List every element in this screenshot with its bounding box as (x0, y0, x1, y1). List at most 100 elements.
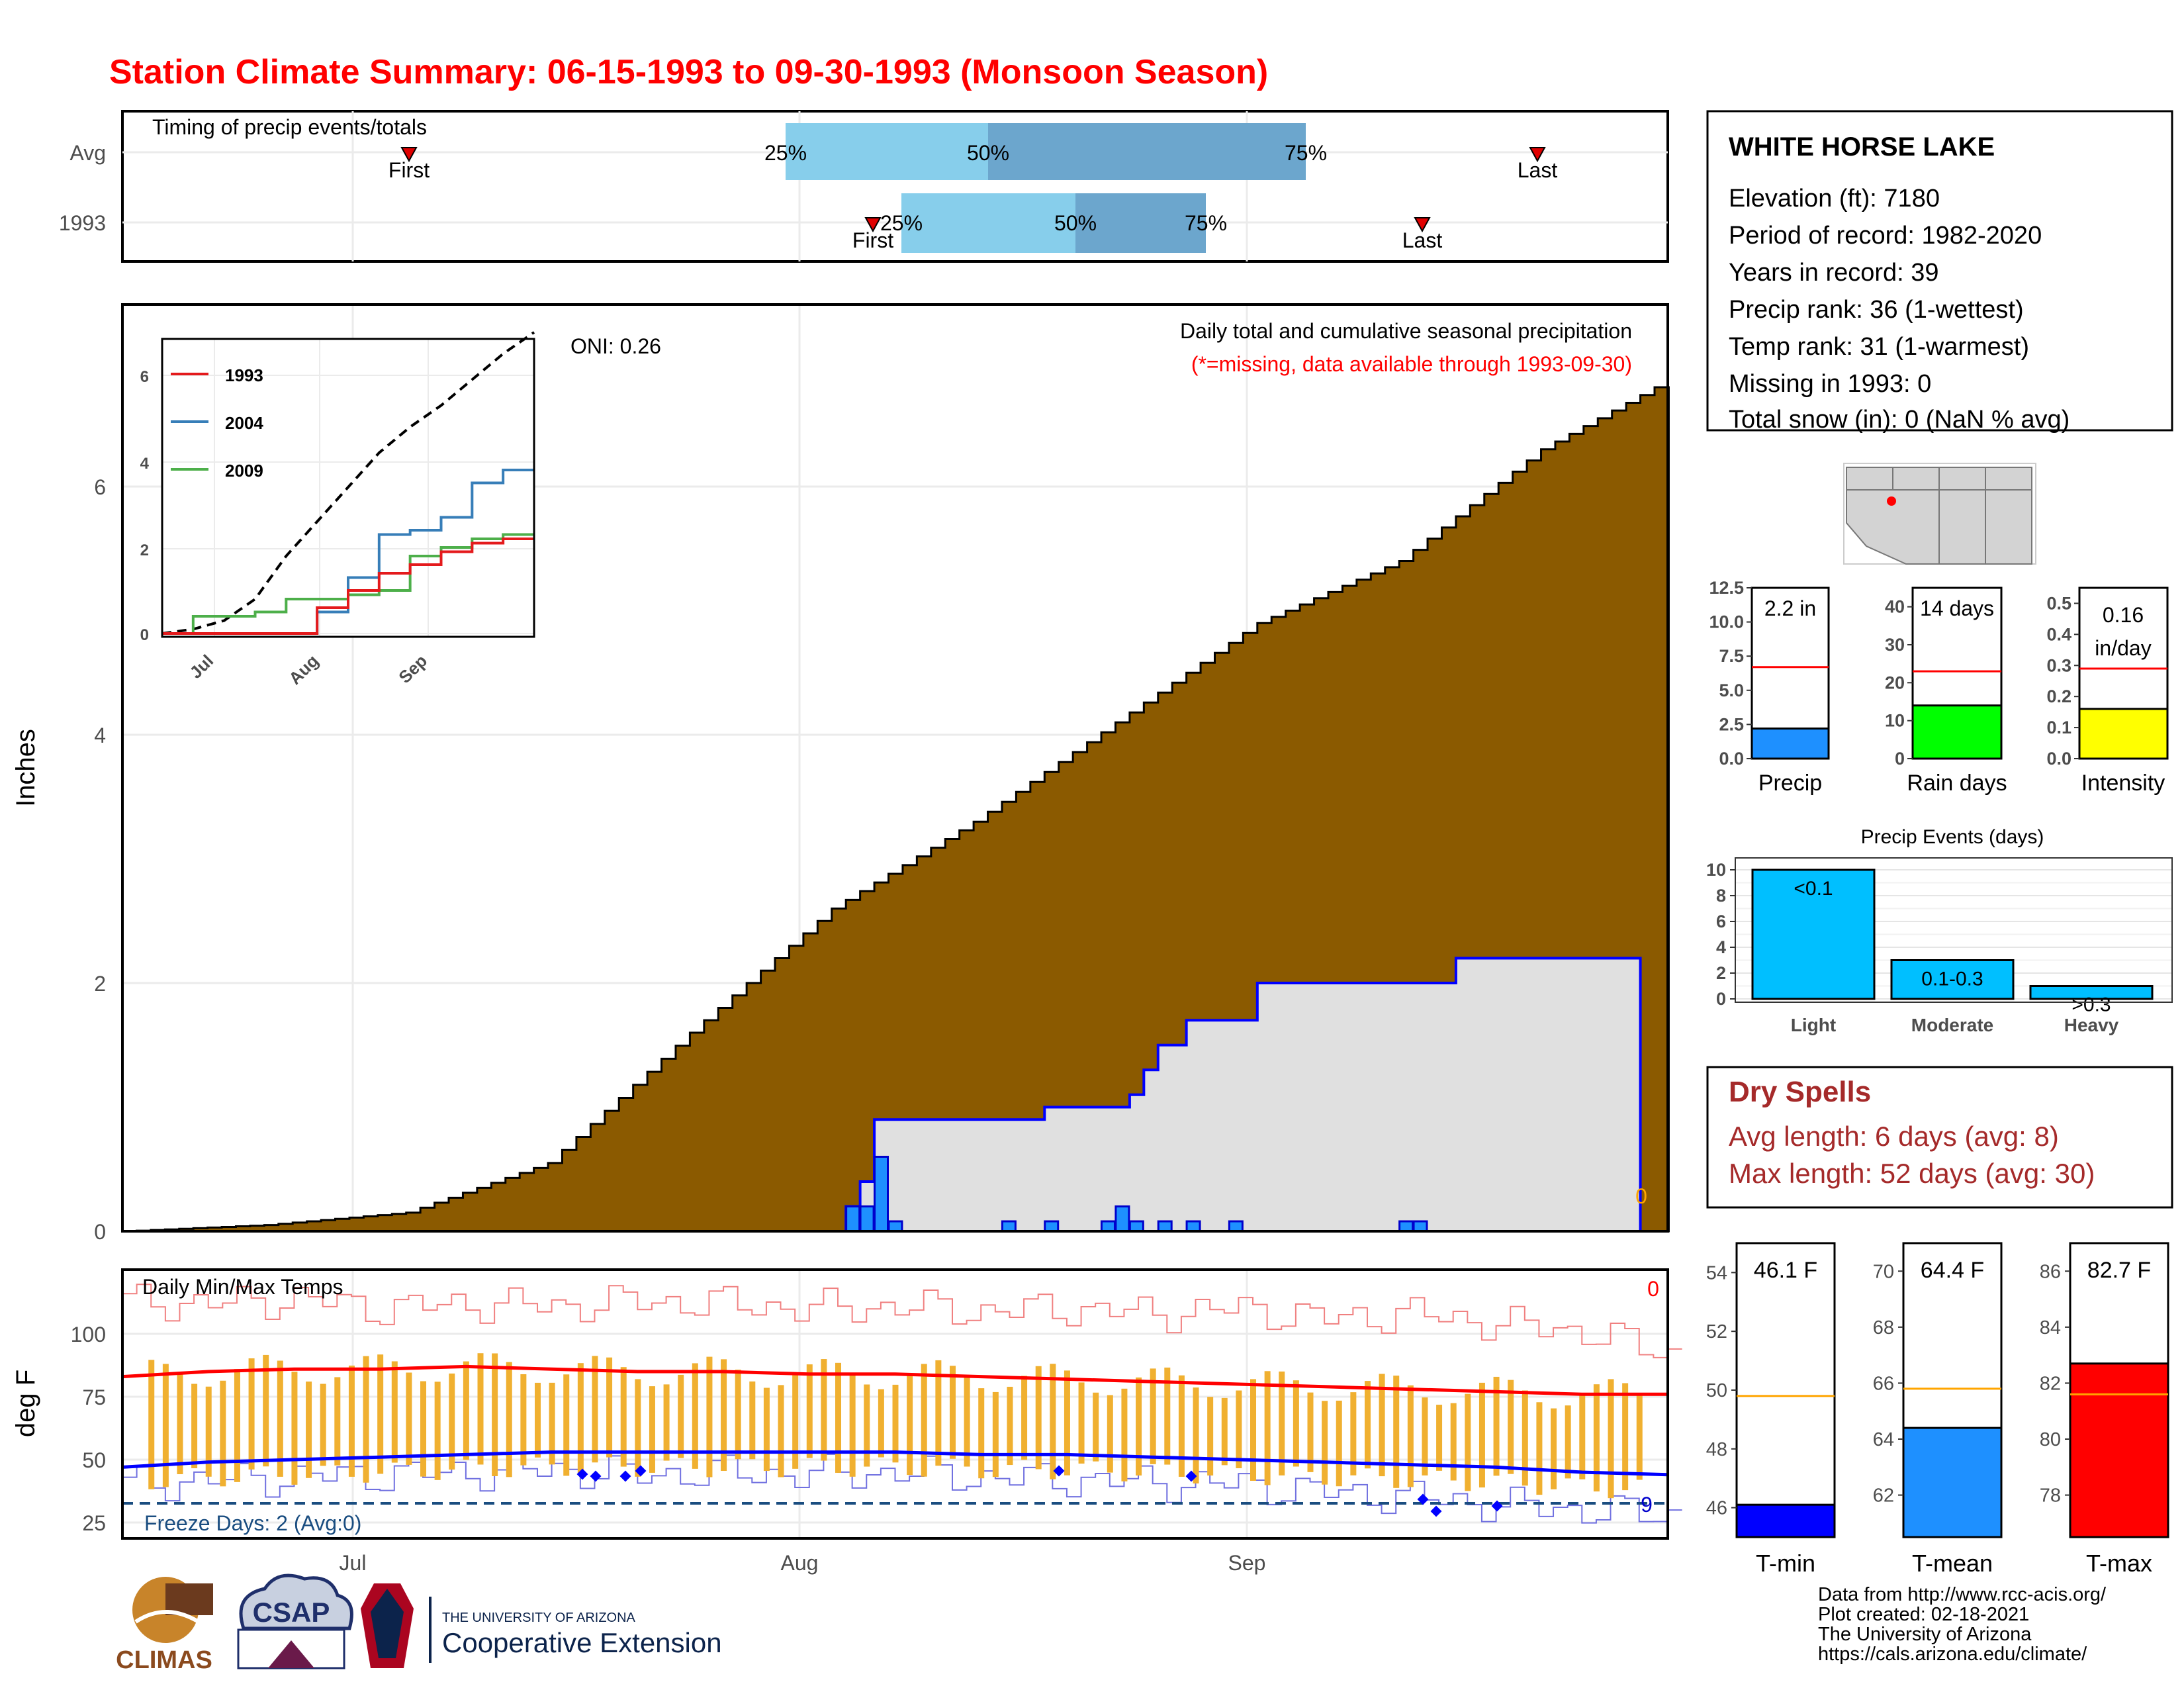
daily-temp-range-bar (1307, 1392, 1314, 1472)
daily-temp-range-bar (849, 1373, 856, 1477)
temp-bar-tick-label: 70 (1873, 1261, 1894, 1282)
rain-days-bar: 14 days Rain days 0 10 20 30 40 (1885, 586, 2007, 796)
daily-temp-range-bar (1636, 1393, 1643, 1480)
daily-temp-range-bar (1178, 1375, 1185, 1477)
precip-zero-label: 0 (1635, 1184, 1647, 1208)
daily-temp-range-bar (334, 1377, 341, 1466)
tick-label: 40 (1885, 597, 1905, 617)
daily-temp-range-bar (1336, 1400, 1342, 1487)
daily-temp-range-bar (506, 1362, 512, 1477)
csap-mountain-icon (268, 1640, 314, 1668)
daily-precip-bar (1185, 1220, 1201, 1233)
events-bars: <0.1 0.1-0.3 >0.3 (1751, 868, 2154, 1016)
temp-y-tick-50: 50 (82, 1448, 106, 1472)
temp-bar-tick-label: 66 (1873, 1373, 1894, 1394)
daily-temp-range-bar (692, 1363, 698, 1469)
timing-row-1993: 25% 50% 75% First Last (852, 193, 1442, 253)
daily-temp-range-bar (864, 1384, 870, 1467)
oni-value: ONI: 0.26 (570, 334, 661, 358)
daily-temp-range-bar (1551, 1408, 1557, 1489)
daily-temp-range-bar (992, 1391, 999, 1477)
daily-temp-range-bar (391, 1361, 398, 1463)
daily-temp-range-bar (348, 1365, 355, 1477)
temp-panel: Daily Min/Max Temps Freeze Days: 2 (Avg:… (11, 1268, 1682, 1575)
daily-temp-range-bar (749, 1381, 756, 1460)
station-info: WHITE HORSE LAKE Elevation (ft): 7180 Pe… (1706, 110, 2173, 434)
daily-temp-range-bar (978, 1388, 985, 1479)
tmean-value-bar (1902, 1427, 2003, 1538)
timing-row-avg: 25% 50% 75% First Last (388, 123, 1557, 182)
events-bar (1751, 868, 1876, 1000)
daily-temp-range-bar (234, 1369, 240, 1482)
freeze-day-marker (619, 1470, 631, 1482)
station-snow: Total snow (in): 0 (NaN % avg) (1729, 406, 2070, 434)
events-cat-light: Light (1791, 1015, 1836, 1035)
timing-avg-25-50-box (786, 123, 988, 180)
daily-temp-range-bar (1078, 1382, 1085, 1464)
timing-title: Timing of precip events/totals (152, 115, 427, 139)
daily-temp-range-bar (1050, 1364, 1056, 1479)
tick-label: 0.4 (2046, 624, 2071, 644)
station-elevation: Elevation (ft): 7180 (1729, 185, 1940, 212)
tmax-label: T-max (2086, 1550, 2152, 1577)
daily-precip-bar (1100, 1220, 1116, 1233)
inset-legend-1993: 1993 (225, 365, 263, 385)
tmax-ticks: 78 80 82 84 86 (2040, 1261, 2070, 1507)
daily-temp-range-bar (1608, 1379, 1614, 1499)
rain-days-value: 14 days (1920, 596, 1994, 620)
location-map (1843, 463, 2036, 565)
inset-y-tick-0: 0 (140, 626, 149, 644)
daily-temp-range-bar (220, 1380, 226, 1487)
daily-temp-range-bar (1479, 1382, 1485, 1488)
inset-legend: 1993 2004 2009 (171, 365, 263, 481)
daily-temp-range-bar (492, 1353, 498, 1476)
events-title: Precip Events (days) (1861, 826, 2044, 848)
inset-legend-2004: 2004 (225, 413, 263, 433)
shared-x-axis: Jul Aug Sep (340, 1551, 1266, 1575)
daily-temp-range-bar (1093, 1392, 1099, 1462)
climas-wordmark: CLIMAS (116, 1646, 212, 1674)
inset-1993-line (162, 538, 534, 635)
inset-y-axis: 0 2 4 6 (140, 368, 150, 644)
footer-university: The University of Arizona (1818, 1624, 2032, 1645)
tmax-bar: 82.7 F T-max 78 80 82 84 86 (2040, 1242, 2169, 1577)
station-missing: Missing in 1993: 0 (1729, 370, 1931, 398)
timing-1993-first-marker (864, 217, 882, 233)
precip-total-value-bar (1751, 727, 1830, 760)
daily-temp-range-bar (907, 1374, 913, 1476)
climas-logo: CLIMAS (116, 1577, 213, 1674)
x-tick-jul: Jul (340, 1551, 367, 1575)
daily-temp-range-bar (1293, 1380, 1299, 1467)
daily-precip-bar (1157, 1220, 1173, 1233)
timing-1993-50-75-box (1075, 193, 1206, 253)
daily-temp-range-bar (1107, 1395, 1113, 1473)
daily-temp-range-bar (563, 1374, 570, 1476)
freeze-day-marker (635, 1465, 647, 1477)
daily-temp-range-bar (1407, 1385, 1414, 1487)
daily-precip-bar (1115, 1205, 1130, 1233)
precip-panel-frame (121, 303, 1669, 1233)
timing-1993-p50: 50% (1054, 211, 1097, 235)
average-min-line (122, 1450, 1668, 1477)
daily-temp-range-bar (377, 1354, 384, 1474)
timing-avg-first-marker (400, 147, 418, 163)
daily-temp-range-bar (1593, 1384, 1600, 1492)
precip-y-axis: 0 2 4 6 Inches (11, 475, 106, 1244)
precip-total-value: 2.2 in (1764, 596, 1816, 620)
events-tick-label: 4 (1716, 937, 1726, 957)
daily-temp-range-bar (1436, 1405, 1443, 1471)
daily-temp-range-bar (763, 1387, 770, 1472)
record-low-line (122, 1453, 1682, 1524)
daily-temp-range-bar (1393, 1376, 1400, 1488)
intensity-bar: 0.16 in/day Intensity 0.0 0.1 0.2 0.3 0.4 0.5 (2046, 586, 2169, 796)
daily-temp-range-bar (1422, 1397, 1428, 1476)
daily-precip-bar (1228, 1220, 1244, 1233)
daily-temp-range-bar (1236, 1390, 1242, 1468)
daily-temp-range-bar (549, 1382, 555, 1465)
daily-temp-range-bar (291, 1372, 298, 1485)
y-tick-0: 0 (94, 1220, 106, 1244)
station-name: WHITE HORSE LAKE (1729, 132, 1995, 162)
daily-temp-range-bar (592, 1356, 598, 1463)
daily-temp-range-bar (964, 1377, 970, 1467)
tmax-value-bar (2069, 1362, 2169, 1538)
